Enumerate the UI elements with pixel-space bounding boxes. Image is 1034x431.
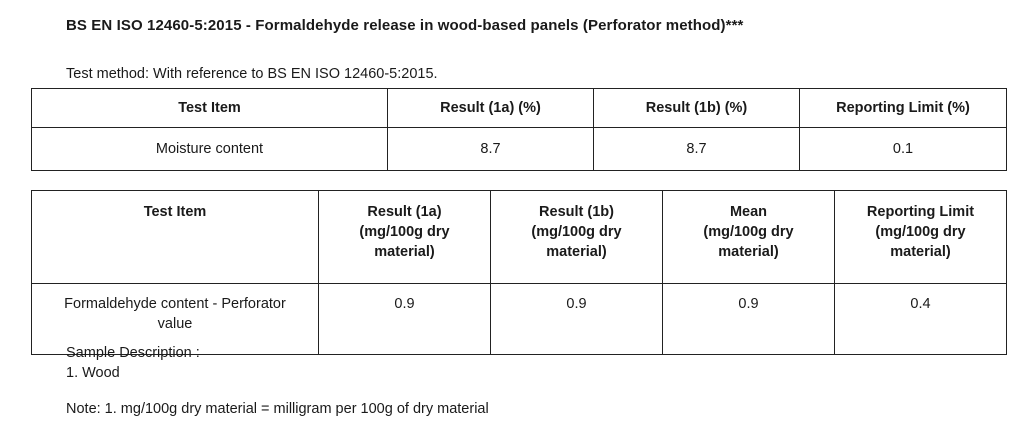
cell-reporting-limit: 0.4 [834, 283, 1007, 355]
moisture-table: Test Item Result (1a) (%) Result (1b) (%… [31, 88, 1007, 171]
test-method-text: Test method: With reference to BS EN ISO… [66, 66, 438, 82]
header-mean: Mean (mg/100g dry material) [662, 190, 835, 284]
header-test-item: Test Item [31, 88, 388, 128]
table-row: Formaldehyde content - Perforator value … [31, 283, 1007, 355]
table-header-row: Test Item Result (1a) (mg/100g dry mater… [31, 190, 1007, 284]
cell-mean: 0.9 [662, 283, 835, 355]
header-result-1b: Result (1b) (%) [593, 88, 800, 128]
sample-description: Sample Description : 1. Wood [66, 343, 200, 383]
report-heading: BS EN ISO 12460-5:2015 - Formaldehyde re… [66, 17, 744, 34]
cell-result-1b: 8.7 [593, 127, 800, 171]
formaldehyde-table: Test Item Result (1a) (mg/100g dry mater… [31, 190, 1007, 355]
cell-result-1a: 8.7 [387, 127, 594, 171]
cell-result-1b: 0.9 [490, 283, 663, 355]
header-result-1b: Result (1b) (mg/100g dry material) [490, 190, 663, 284]
cell-test-item: Moisture content [31, 127, 388, 171]
header-test-item: Test Item [31, 190, 319, 284]
sample-item: 1. Wood [66, 365, 120, 381]
footnote: Note: 1. mg/100g dry material = milligra… [66, 401, 489, 417]
header-reporting-limit: Reporting Limit (%) [799, 88, 1007, 128]
cell-result-1a: 0.9 [318, 283, 491, 355]
table-row: Moisture content 8.7 8.7 0.1 [31, 127, 1007, 171]
table-header-row: Test Item Result (1a) (%) Result (1b) (%… [31, 88, 1007, 128]
header-result-1a: Result (1a) (mg/100g dry material) [318, 190, 491, 284]
header-reporting-limit: Reporting Limit (mg/100g dry material) [834, 190, 1007, 284]
header-result-1a: Result (1a) (%) [387, 88, 594, 128]
sample-description-label: Sample Description : [66, 345, 200, 361]
cell-test-item: Formaldehyde content - Perforator value [31, 283, 319, 355]
cell-reporting-limit: 0.1 [799, 127, 1007, 171]
